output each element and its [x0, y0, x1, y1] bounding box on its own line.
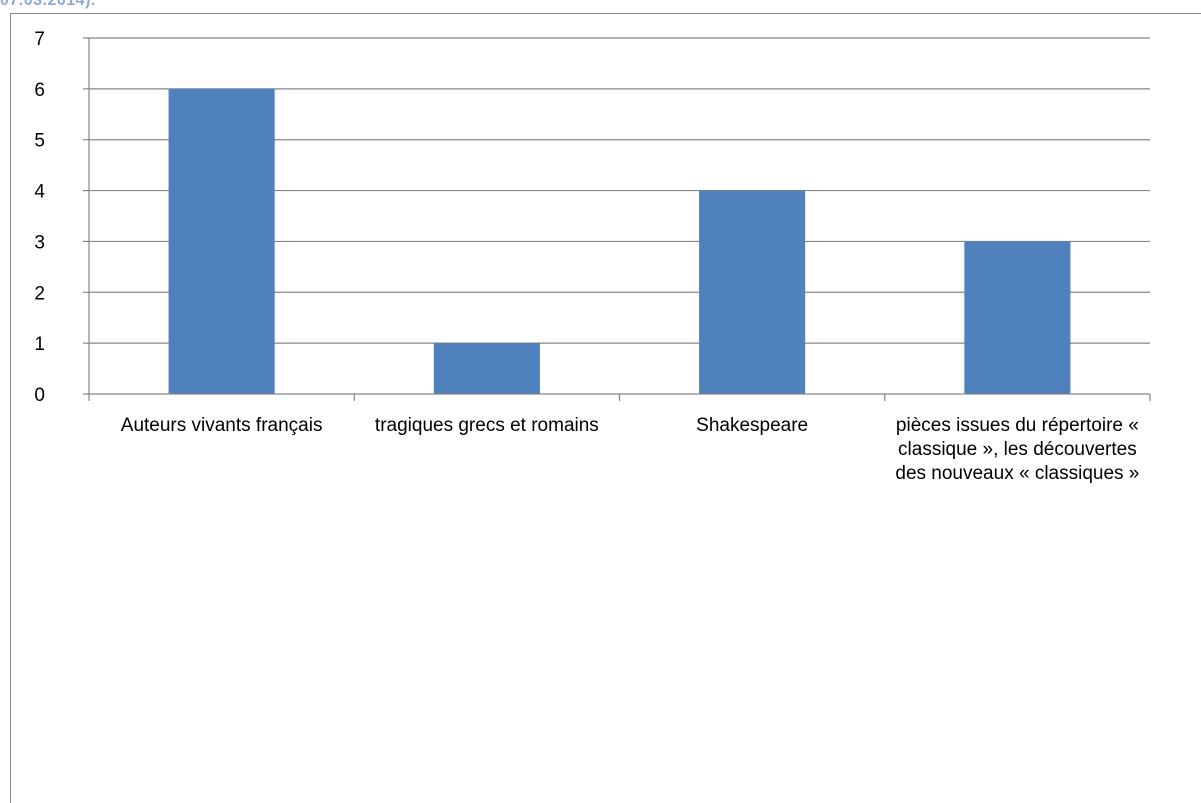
x-category-label: Auteurs vivants français [120, 415, 323, 436]
bar [699, 190, 806, 394]
chart-frame [10, 13, 1201, 803]
bar [433, 343, 540, 394]
y-tick-labels: 0 1 2 3 4 5 6 7 [34, 29, 45, 406]
header-fragment: 07.03.2014). [0, 0, 96, 9]
y-tick-label: 7 [34, 29, 45, 50]
bars [168, 88, 1071, 394]
y-tick-label: 4 [34, 182, 45, 203]
y-tick-label: 2 [34, 283, 45, 304]
y-tick-label: 5 [34, 131, 45, 152]
axes [83, 37, 1151, 401]
bar [964, 241, 1071, 394]
y-tick-label: 0 [34, 385, 45, 406]
y-tick-label: 6 [34, 80, 45, 101]
x-category-label: tragiques grecs et romains [374, 415, 599, 436]
x-category-label: Shakespeare [696, 415, 809, 436]
y-tick-label: 3 [34, 232, 45, 253]
y-tick-label: 1 [34, 334, 45, 355]
bar [168, 88, 275, 394]
x-category-label: pièces issues du répertoire « classique … [895, 415, 1140, 484]
